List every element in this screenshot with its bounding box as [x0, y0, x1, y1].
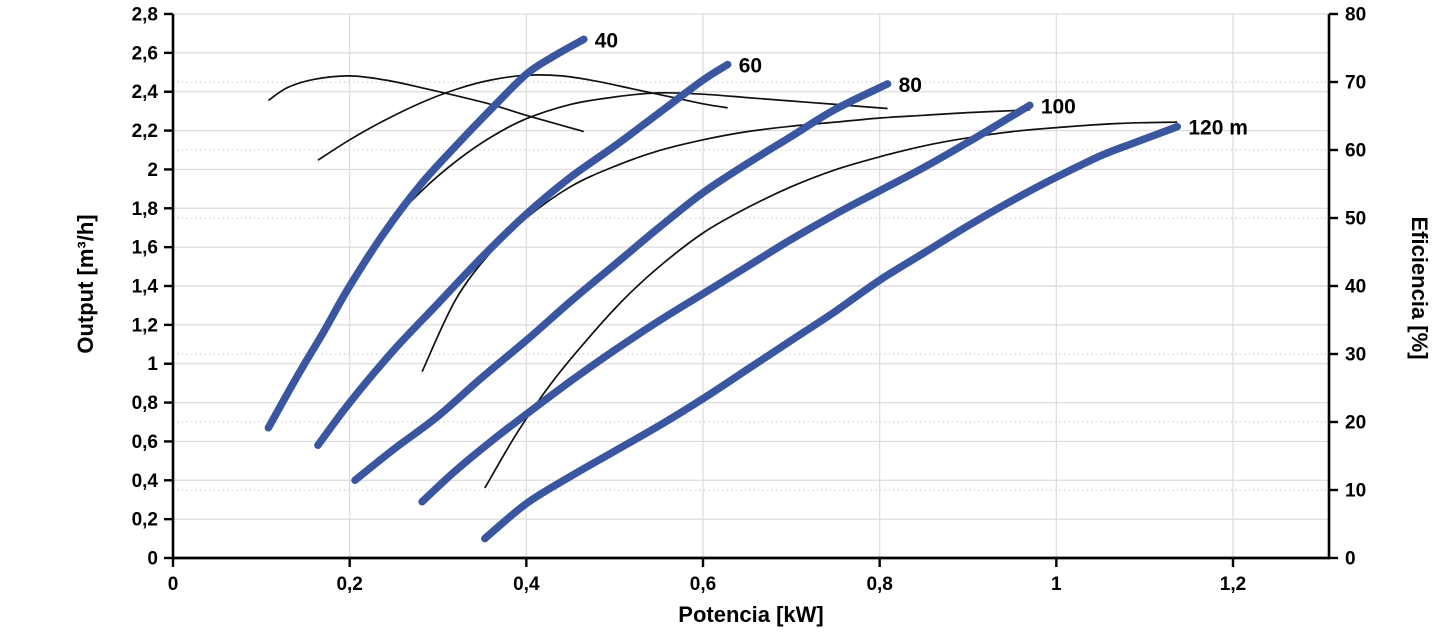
y-left-tick-label: 2,4 — [132, 82, 159, 103]
y-right-tick-label: 20 — [1345, 413, 1366, 434]
y-right-tick-label: 80 — [1345, 5, 1366, 26]
curve-label-100: 100 — [1041, 95, 1076, 118]
curve-head-60 — [314, 60, 732, 450]
y-right-tick-label: 60 — [1345, 141, 1366, 162]
y-right-tick-label: 70 — [1345, 73, 1366, 94]
y-right-tick-label: 30 — [1345, 345, 1366, 366]
y-left-tick-label: 2 — [147, 160, 158, 181]
curve-head-100 — [418, 101, 1034, 506]
x-tick-label: 1 — [1051, 574, 1062, 595]
x-tick-label: 0,8 — [866, 574, 892, 595]
curve-head-120 — [481, 122, 1182, 543]
y-axis-right-title: Eficiencia [%] — [1407, 216, 1432, 360]
curve-label-80: 80 — [899, 74, 922, 97]
curve-label-60: 60 — [739, 55, 762, 78]
x-tick-label: 0,2 — [336, 574, 362, 595]
x-axis-title: Potencia [kW] — [678, 602, 824, 627]
y-left-tick-label: 2,8 — [132, 5, 158, 26]
y-left-tick-label: 0,6 — [132, 432, 158, 453]
y-right-tick-label: 10 — [1345, 481, 1366, 502]
y-left-tick-label: 2,2 — [132, 121, 158, 142]
x-tick-label: 0,6 — [690, 574, 716, 595]
y-left-tick-label: 1,8 — [132, 199, 158, 220]
curve-label-120: 120 m — [1188, 117, 1248, 140]
curve-eff-40 — [267, 75, 585, 133]
y-right-tick-label: 50 — [1345, 209, 1366, 230]
curve-head-40 — [264, 35, 588, 432]
y-left-tick-label: 0,4 — [132, 471, 159, 492]
y-left-tick-label: 1,2 — [132, 315, 158, 336]
y-left-tick-label: 0 — [147, 549, 158, 570]
x-tick-label: 1,2 — [1220, 574, 1246, 595]
curve-eff-60 — [317, 74, 728, 161]
y-left-tick-label: 2,6 — [132, 43, 158, 64]
y-left-tick-label: 1,4 — [132, 277, 159, 298]
x-tick-label: 0 — [168, 574, 179, 595]
y-left-tick-label: 1,6 — [132, 238, 158, 259]
y-right-tick-label: 0 — [1345, 549, 1356, 570]
curve-eff-120 — [484, 121, 1178, 489]
y-left-tick-label: 1 — [147, 354, 158, 375]
curve-label-40: 40 — [595, 29, 618, 52]
y-left-tick-label: 0,2 — [132, 510, 158, 531]
curve-head-80 — [351, 80, 892, 485]
y-left-tick-label: 0,8 — [132, 393, 158, 414]
x-tick-label: 0,4 — [513, 574, 540, 595]
y-right-tick-label: 40 — [1345, 277, 1366, 298]
curve-eff-80 — [354, 91, 888, 276]
y-axis-left-title: Output [m³/h] — [73, 214, 98, 354]
